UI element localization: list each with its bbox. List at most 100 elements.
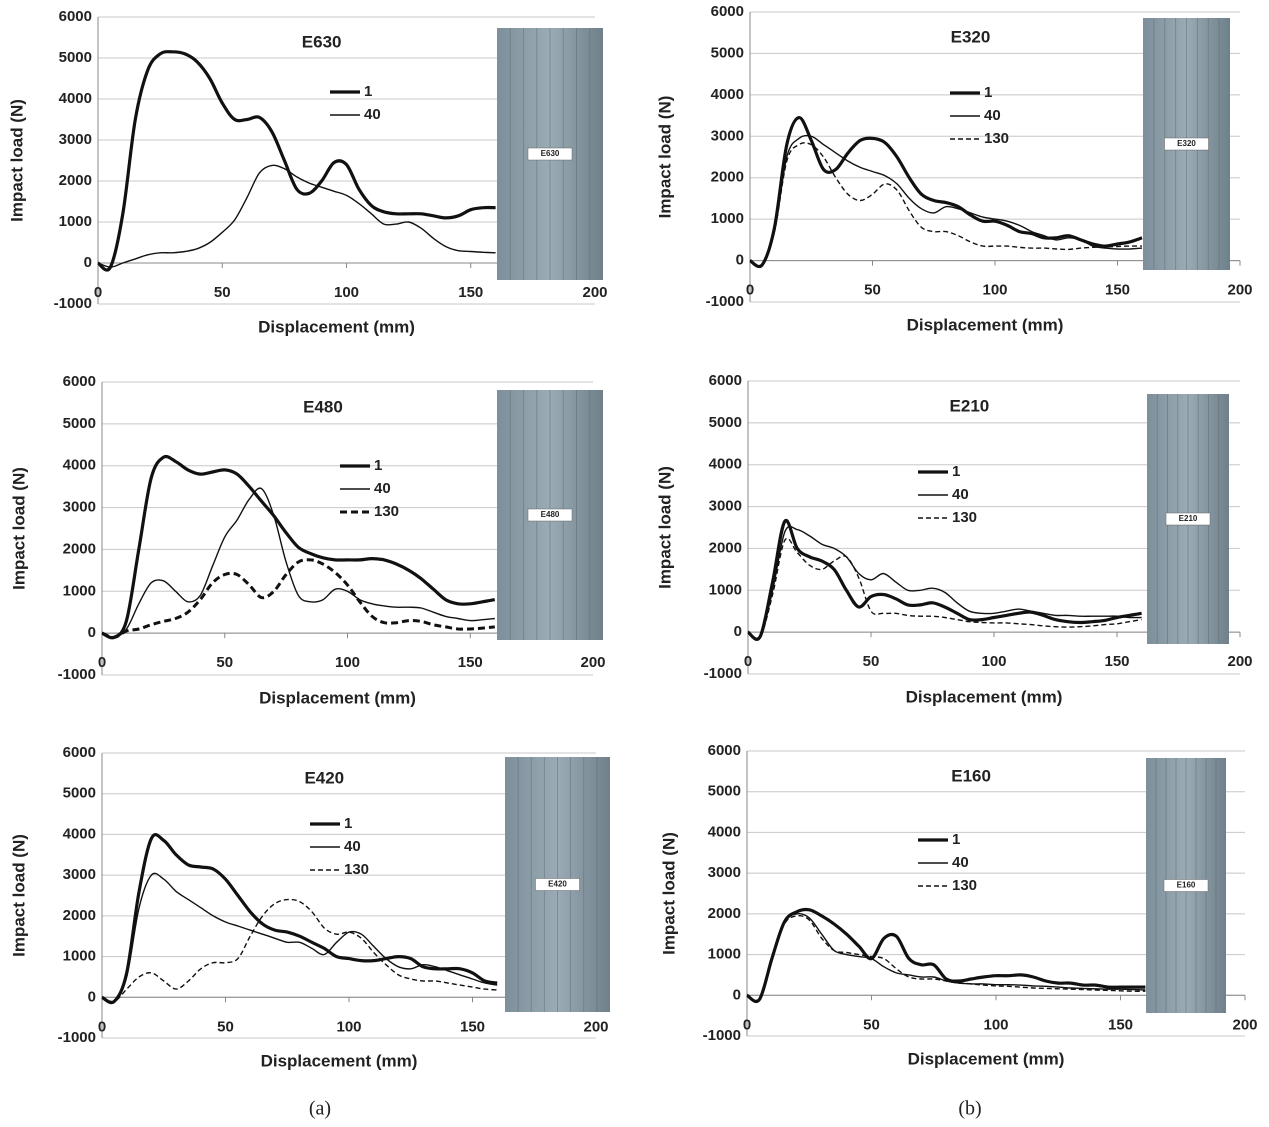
data-line	[749, 134, 1143, 267]
y-tick-label: 2000	[63, 907, 96, 924]
x-tick-label: 200	[1227, 282, 1252, 299]
y-tick-label: 3000	[711, 127, 744, 144]
x-axis-label: Displacement (mm)	[259, 688, 416, 707]
photo-label: E630	[541, 149, 560, 158]
y-axis-label: Impact load (N)	[7, 99, 26, 222]
y-tick-label: 6000	[63, 744, 96, 761]
chart-title: E480	[303, 397, 343, 416]
y-tick-label: -1000	[54, 295, 92, 312]
photo-sticker	[1165, 512, 1211, 526]
data-line	[747, 525, 1142, 640]
legend-label: 1	[374, 457, 382, 474]
y-tick-label: 3000	[63, 866, 96, 883]
y-axis-label: Impact load (N)	[655, 96, 674, 219]
y-tick-label: 6000	[708, 742, 741, 759]
data-line	[101, 898, 498, 1003]
x-tick-label: 0	[744, 653, 752, 670]
caption: (b)	[958, 1098, 981, 1120]
y-tick-label: 4000	[63, 457, 96, 474]
y-tick-label: 2000	[708, 905, 741, 922]
x-tick-label: 50	[216, 654, 233, 671]
y-tick-label: 1000	[63, 948, 96, 965]
y-tick-label: 0	[736, 252, 744, 269]
x-tick-label: 200	[580, 654, 605, 671]
y-tick-label: 3000	[59, 131, 92, 148]
x-tick-label: 100	[982, 282, 1007, 299]
y-axis-label: Impact load (N)	[9, 467, 28, 590]
y-tick-label: 5000	[708, 783, 741, 800]
chart-title: E160	[951, 766, 991, 785]
y-tick-label: 4000	[711, 86, 744, 103]
y-axis-label: Impact load (N)	[9, 834, 28, 957]
data-line	[749, 142, 1143, 267]
x-tick-label: 0	[743, 1016, 751, 1033]
y-tick-label: 3000	[708, 864, 741, 881]
chart-title: E210	[950, 396, 990, 415]
data-line	[101, 558, 495, 639]
y-tick-label: 1000	[59, 213, 92, 230]
x-tick-label: 0	[94, 284, 102, 301]
chart-title: E320	[951, 27, 991, 46]
photo-label: E210	[1179, 514, 1198, 523]
legend-label: 40	[374, 480, 391, 497]
y-tick-label: 4000	[63, 825, 96, 842]
legend-label: 130	[984, 130, 1009, 147]
legend-label: 1	[952, 831, 960, 848]
y-tick-label: 3000	[63, 499, 96, 516]
legend-label: 40	[984, 107, 1001, 124]
legend-label: 40	[952, 854, 969, 871]
y-tick-label: 1000	[709, 581, 742, 598]
x-axis-label: Displacement (mm)	[907, 315, 1064, 334]
photo-label: E160	[1177, 881, 1196, 890]
y-tick-label: 5000	[59, 49, 92, 66]
y-tick-label: -1000	[706, 293, 744, 310]
photo-label: E480	[541, 510, 560, 519]
y-tick-label: 4000	[709, 456, 742, 473]
x-axis-label: Displacement (mm)	[908, 1049, 1065, 1068]
y-tick-label: 6000	[711, 3, 744, 20]
data-line	[746, 907, 1146, 1003]
y-tick-label: -1000	[704, 665, 742, 682]
x-tick-label: 50	[217, 1018, 234, 1035]
data-line	[101, 833, 498, 1005]
legend-label: 130	[952, 877, 977, 894]
y-tick-label: -1000	[703, 1027, 741, 1044]
y-tick-label: 1000	[711, 210, 744, 227]
photo-sticker	[527, 147, 573, 161]
legend-label: 130	[344, 861, 369, 878]
data-line	[746, 915, 1146, 1003]
data-line	[749, 116, 1143, 269]
legend-label: 40	[952, 486, 969, 503]
x-tick-label: 100	[336, 1018, 361, 1035]
data-line	[101, 872, 498, 1003]
y-tick-label: 3000	[709, 498, 742, 515]
y-tick-label: 6000	[63, 373, 96, 390]
y-tick-label: -1000	[58, 666, 96, 683]
x-tick-label: 150	[458, 284, 483, 301]
x-tick-label: 200	[582, 284, 607, 301]
x-tick-label: 50	[214, 284, 231, 301]
photo-label: E320	[1177, 139, 1196, 148]
y-tick-label: 5000	[711, 44, 744, 61]
y-tick-label: 5000	[63, 415, 96, 432]
y-tick-label: 2000	[709, 539, 742, 556]
x-tick-label: 150	[458, 654, 483, 671]
y-tick-label: 0	[734, 623, 742, 640]
data-line	[747, 518, 1142, 641]
y-tick-label: 0	[84, 254, 92, 271]
y-axis-label: Impact load (N)	[659, 832, 678, 955]
data-line	[97, 164, 496, 268]
legend-label: 1	[364, 83, 372, 100]
x-axis-label: Displacement (mm)	[261, 1051, 418, 1070]
x-tick-label: 100	[334, 284, 359, 301]
photo-label: E420	[548, 880, 567, 889]
photo-sticker	[535, 878, 580, 891]
y-axis-label: Impact load (N)	[655, 466, 674, 589]
legend-label: 1	[952, 463, 960, 480]
x-tick-label: 50	[864, 282, 881, 299]
